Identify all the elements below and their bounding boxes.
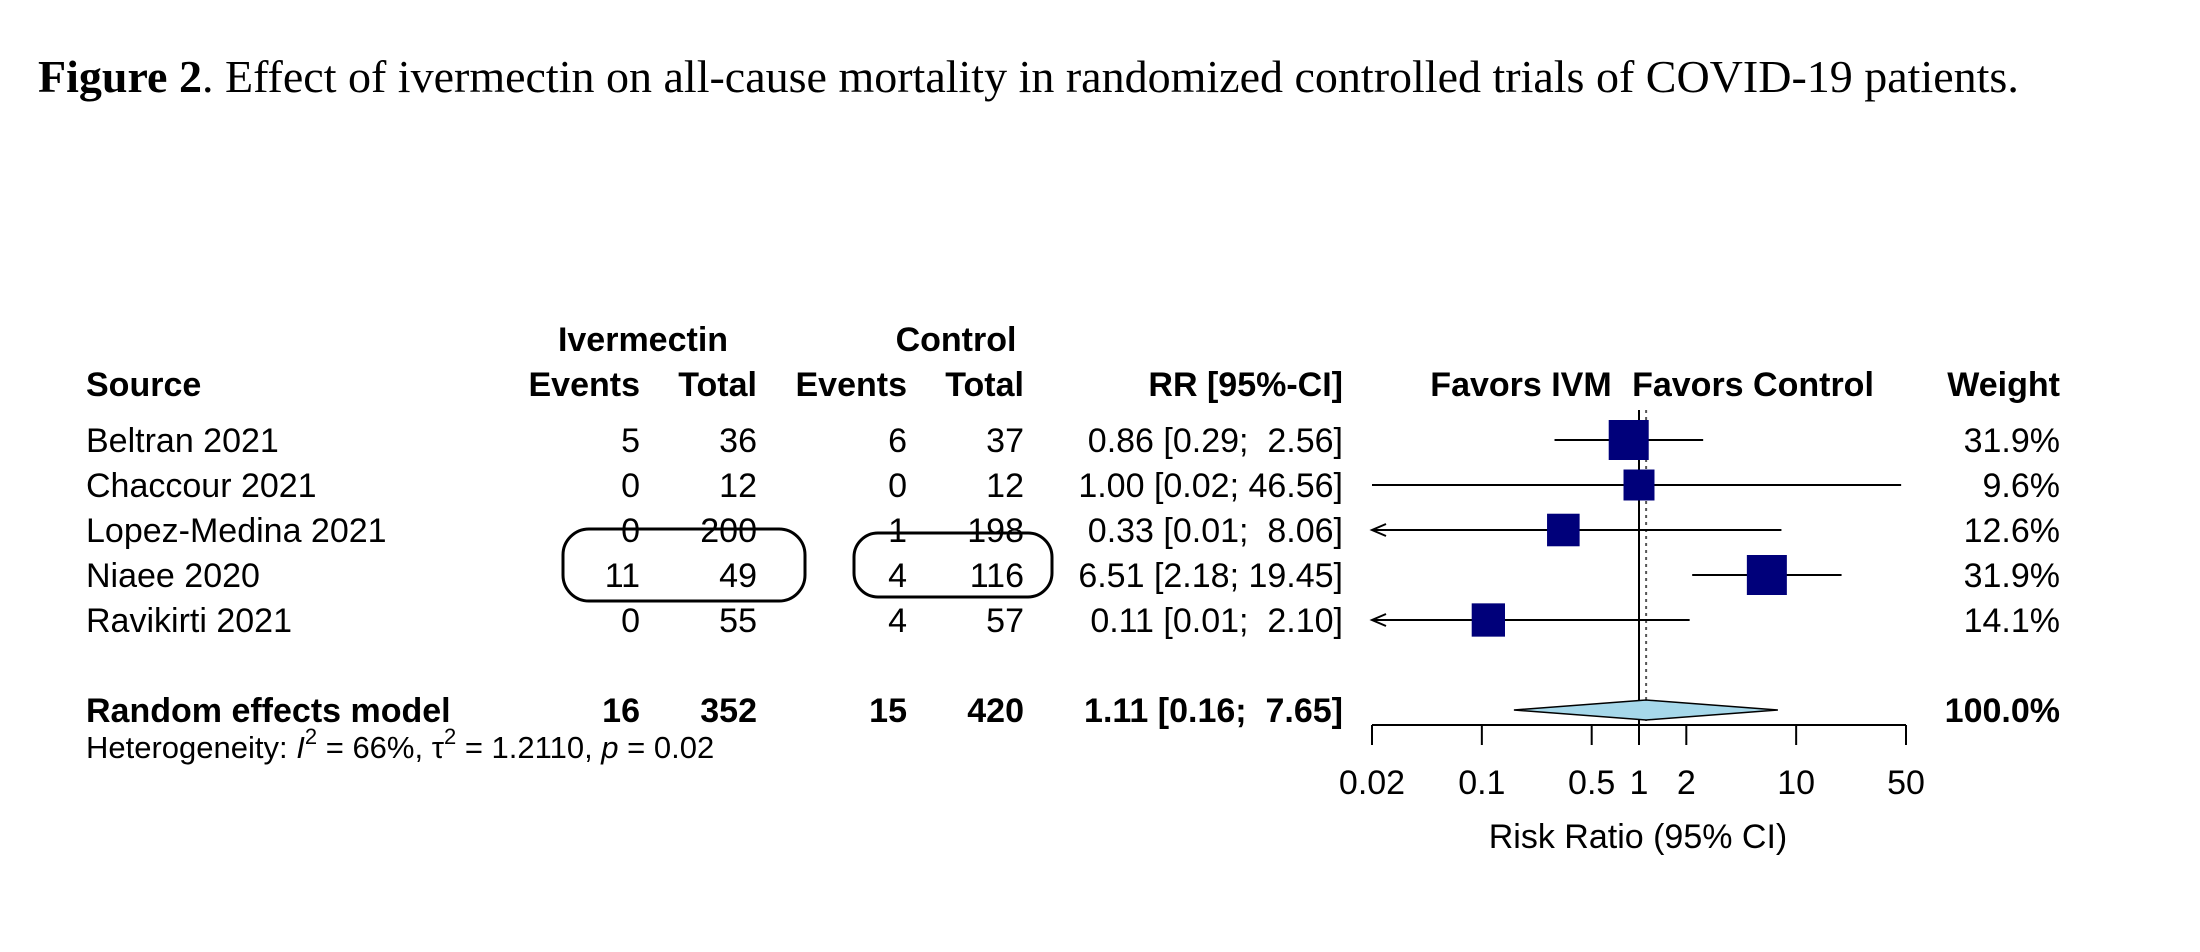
heterogeneity-tau-sup: 2 — [444, 724, 456, 749]
study-2-square — [1547, 513, 1580, 547]
study-4-ivm-total: 55 — [719, 602, 757, 640]
header-control: Control — [896, 321, 1017, 359]
study-1-rr-text: 1.00 [0.02; 46.56] — [1078, 467, 1343, 505]
study-1-ivm-events: 0 — [621, 467, 640, 505]
study-3-ctl-events: 4 — [888, 557, 907, 595]
pooled-rr-text: 1.11 [0.16; 7.65] — [1084, 692, 1343, 730]
study-1-ctl-events: 0 — [888, 467, 907, 505]
study-3-square — [1746, 555, 1787, 595]
header-ivm-events: Events — [529, 366, 641, 404]
study-3-source: Niaee 2020 — [86, 557, 260, 595]
study-0-ivm-total: 36 — [719, 422, 757, 460]
study-0-weight: 31.9% — [1964, 422, 2060, 460]
study-4-ctl-total: 57 — [986, 602, 1024, 640]
header-source: Source — [86, 366, 201, 404]
header-favors-control: Favors Control — [1632, 366, 1874, 404]
heterogeneity-tau-symbol: τ — [432, 730, 444, 765]
study-4-ctl-events: 4 — [888, 602, 907, 640]
study-0-ctl-events: 6 — [888, 422, 907, 460]
study-2-weight: 12.6% — [1964, 512, 2060, 550]
x-tick-label-3: 1 — [1630, 764, 1649, 802]
figure-caption-text: . Effect of ivermectin on all-cause mort… — [201, 51, 2019, 102]
study-0-rr-text: 0.86 [0.29; 2.56] — [1088, 422, 1343, 460]
study-3-ivm-events: 11 — [605, 557, 640, 595]
highlight-control-niaee — [852, 531, 1054, 599]
heterogeneity-p-value: = 0.02 — [619, 730, 715, 765]
study-3-ivm-total: 49 — [719, 557, 757, 595]
study-0-ivm-events: 5 — [621, 422, 640, 460]
pooled-ivm-total: 352 — [700, 692, 757, 730]
study-4-source: Ravikirti 2021 — [86, 602, 292, 640]
header-ivm-total: Total — [678, 366, 757, 404]
study-4-ci-arrow — [1369, 613, 1387, 627]
study-1-square — [1623, 469, 1655, 501]
study-2-ivm-events: 0 — [621, 512, 640, 550]
header-rr: RR [95%-CI] — [1148, 366, 1343, 404]
heterogeneity-i-sup: 2 — [305, 724, 317, 749]
figure-label: Figure 2 — [38, 51, 202, 102]
study-2-source: Lopez-Medina 2021 — [86, 512, 387, 550]
heterogeneity-text: Heterogeneity: I2 = 66%, τ2 = 1.2110, p … — [86, 724, 714, 765]
header-favors-ivm: Favors IVM — [1430, 366, 1611, 404]
pooled-ctl-total: 420 — [967, 692, 1024, 730]
heterogeneity-tau-value: = 1.2110, — [456, 730, 601, 765]
x-tick-label-5: 10 — [1777, 764, 1815, 802]
study-3-ctl-total: 116 — [970, 557, 1024, 595]
study-3-weight: 31.9% — [1964, 557, 2060, 595]
pooled-ivm-events: 16 — [602, 692, 640, 730]
study-4-square — [1471, 603, 1505, 637]
study-0-ctl-total: 37 — [986, 422, 1024, 460]
x-axis-label: Risk Ratio (95% CI) — [1489, 818, 1788, 856]
study-4-ivm-events: 0 — [621, 602, 640, 640]
figure-caption: Figure 2. Effect of ivermectin on all-ca… — [38, 18, 2138, 136]
header-ivermectin: Ivermectin — [558, 321, 728, 359]
heterogeneity-i-value: = 66%, — [317, 730, 432, 765]
study-4-weight: 14.1% — [1964, 602, 2060, 640]
highlight-ivermectin-niaee — [561, 527, 807, 603]
heterogeneity-i-symbol: I — [296, 730, 305, 765]
heterogeneity-prefix: Heterogeneity: — [86, 730, 296, 765]
pooled-diamond — [1513, 699, 1778, 721]
x-tick-label-1: 0.1 — [1458, 764, 1505, 802]
study-4-rr-text: 0.11 [0.01; 2.10] — [1090, 602, 1343, 640]
study-2-rr-text: 0.33 [0.01; 8.06] — [1088, 512, 1343, 550]
study-1-ctl-total: 12 — [986, 467, 1024, 505]
x-tick-label-4: 2 — [1677, 764, 1696, 802]
header-ctl-events: Events — [796, 366, 908, 404]
study-1-ivm-total: 12 — [719, 467, 757, 505]
study-1-weight: 9.6% — [1983, 467, 2061, 505]
heterogeneity-p-symbol: p — [600, 730, 618, 765]
study-2-ci-arrow — [1369, 523, 1387, 537]
study-2-ivm-total: 200 — [700, 512, 757, 550]
pooled-weight: 100.0% — [1945, 692, 2060, 730]
x-tick-label-0: 0.02 — [1339, 764, 1405, 802]
study-1-source: Chaccour 2021 — [86, 467, 317, 505]
pooled-source: Random effects model — [86, 692, 451, 730]
study-0-square — [1608, 420, 1649, 460]
header-weight: Weight — [1947, 366, 2060, 404]
study-3-rr-text: 6.51 [2.18; 19.45] — [1078, 557, 1343, 595]
pooled-ctl-events: 15 — [869, 692, 907, 730]
x-tick-label-2: 0.5 — [1568, 764, 1615, 802]
study-0-source: Beltran 2021 — [86, 422, 279, 460]
study-2-ctl-events: 1 — [888, 512, 907, 550]
header-ctl-total: Total — [945, 366, 1024, 404]
study-2-ctl-total: 198 — [967, 512, 1024, 550]
x-tick-label-6: 50 — [1887, 764, 1925, 802]
